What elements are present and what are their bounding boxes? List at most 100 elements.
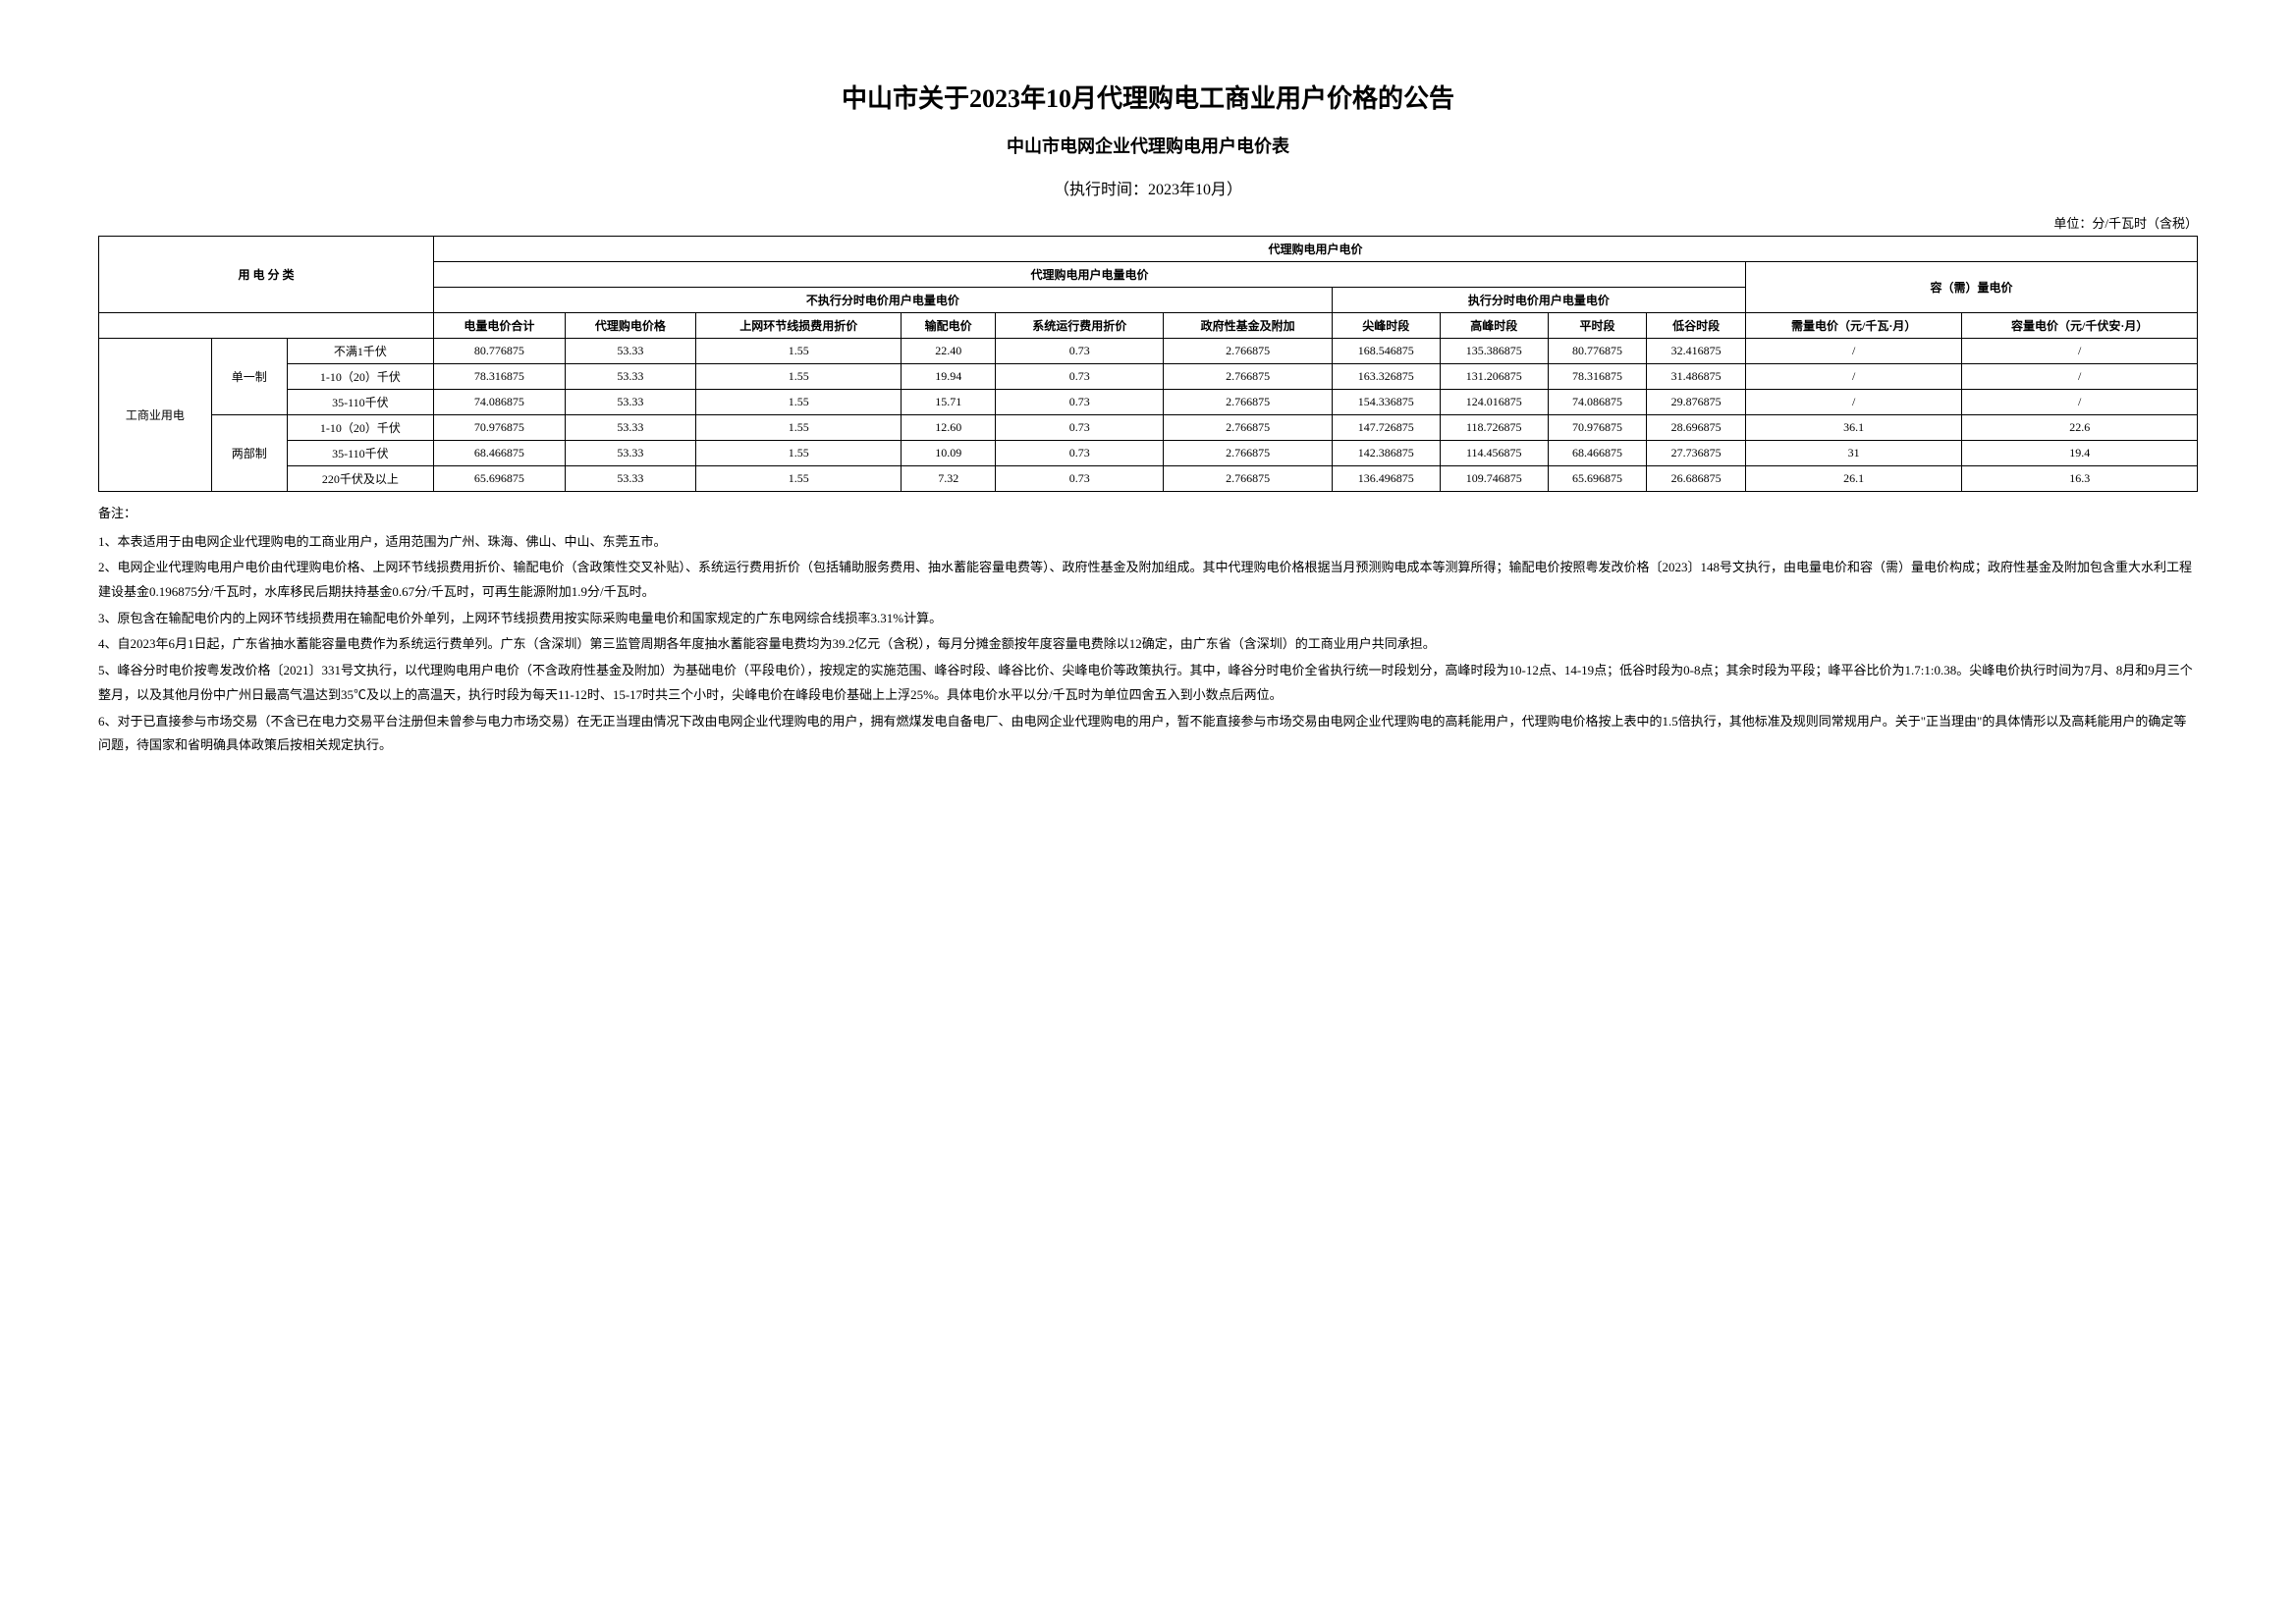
cell-cat: 35-110千伏: [287, 390, 433, 415]
cell: 1.55: [696, 390, 902, 415]
cell: 32.416875: [1647, 339, 1746, 364]
header-tou: 执行分时电价用户电量电价: [1332, 288, 1745, 313]
cell: 0.73: [996, 441, 1164, 466]
note-item: 3、原包含在输配电价内的上网环节线损费用在输配电价外单列，上网环节线损费用按实际…: [98, 607, 2198, 631]
cell: /: [1745, 364, 1962, 390]
cell: 15.71: [902, 390, 996, 415]
cell: 78.316875: [1548, 364, 1647, 390]
header-low: 低谷时段: [1647, 313, 1746, 339]
notes-section: 备注： 1、本表适用于由电网企业代理购电的工商业用户，适用范围为广州、珠海、佛山…: [98, 502, 2198, 758]
row-sub1: 单一制: [211, 339, 287, 415]
page-title: 中山市关于2023年10月代理购电工商业用户价格的公告: [98, 79, 2198, 115]
cell: 2.766875: [1164, 415, 1332, 441]
cell: 2.766875: [1164, 466, 1332, 492]
cell: /: [1962, 339, 2198, 364]
note-item: 1、本表适用于由电网企业代理购电的工商业用户，适用范围为广州、珠海、佛山、中山、…: [98, 530, 2198, 555]
cell: 16.3: [1962, 466, 2198, 492]
header-agent-price: 代理购电用户电价: [434, 237, 2198, 262]
cell: 65.696875: [434, 466, 566, 492]
header-loss: 上网环节线损费用折价: [696, 313, 902, 339]
header-capacity-price: 容（需）量电价: [1745, 262, 2197, 313]
cell: /: [1745, 339, 1962, 364]
cell: 2.766875: [1164, 364, 1332, 390]
note-item: 6、对于已直接参与市场交易（不含已在电力交易平台注册但未曾参与电力市场交易）在无…: [98, 710, 2198, 758]
header-usage-class: 用 电 分 类: [99, 237, 434, 313]
cell: 10.09: [902, 441, 996, 466]
note-item: 2、电网企业代理购电用户电价由代理购电价格、上网环节线损费用折价、输配电价（含政…: [98, 556, 2198, 604]
header-energy-price: 代理购电用户电量电价: [434, 262, 1746, 288]
header-no-tou: 不执行分时电价用户电量电价: [434, 288, 1333, 313]
header-peak: 尖峰时段: [1332, 313, 1440, 339]
cell: 80.776875: [434, 339, 566, 364]
header-flat: 平时段: [1548, 313, 1647, 339]
cell: 53.33: [565, 415, 696, 441]
cell: /: [1962, 364, 2198, 390]
row-sub2: 两部制: [211, 415, 287, 492]
cell: 31: [1745, 441, 1962, 466]
cell: 19.4: [1962, 441, 2198, 466]
cell: 70.976875: [1548, 415, 1647, 441]
cell: 135.386875: [1440, 339, 1548, 364]
header-demand: 需量电价（元/千瓦·月）: [1745, 313, 1962, 339]
cell: 124.016875: [1440, 390, 1548, 415]
cell: /: [1962, 390, 2198, 415]
header-high: 高峰时段: [1440, 313, 1548, 339]
cell: 1.55: [696, 364, 902, 390]
cell: 31.486875: [1647, 364, 1746, 390]
cell: 1.55: [696, 339, 902, 364]
cell: 65.696875: [1548, 466, 1647, 492]
page-subtitle: 中山市电网企业代理购电用户电价表: [98, 133, 2198, 158]
cell: 154.336875: [1332, 390, 1440, 415]
cell: 0.73: [996, 390, 1164, 415]
cell: 2.766875: [1164, 339, 1332, 364]
cell: 70.976875: [434, 415, 566, 441]
cell: 0.73: [996, 466, 1164, 492]
cell: 0.73: [996, 364, 1164, 390]
cell: 26.1: [1745, 466, 1962, 492]
header-gov: 政府性基金及附加: [1164, 313, 1332, 339]
table-row: 35-110千伏 68.466875 53.33 1.55 10.09 0.73…: [99, 441, 2198, 466]
cell: 53.33: [565, 466, 696, 492]
cell: 2.766875: [1164, 390, 1332, 415]
table-row: 工商业用电 单一制 不满1千伏 80.776875 53.33 1.55 22.…: [99, 339, 2198, 364]
cell: 1.55: [696, 466, 902, 492]
cell: 74.086875: [434, 390, 566, 415]
cell: 36.1: [1745, 415, 1962, 441]
table-row: 35-110千伏 74.086875 53.33 1.55 15.71 0.73…: [99, 390, 2198, 415]
row-group: 工商业用电: [99, 339, 212, 492]
execution-time: （执行时间：2023年10月）: [98, 176, 2198, 199]
header-total: 电量电价合计: [434, 313, 566, 339]
cell: 1.55: [696, 415, 902, 441]
cell: 27.736875: [1647, 441, 1746, 466]
cell: 68.466875: [1548, 441, 1647, 466]
cell-cat: 35-110千伏: [287, 441, 433, 466]
notes-label: 备注：: [98, 502, 2198, 526]
cell: 12.60: [902, 415, 996, 441]
table-row: 220千伏及以上 65.696875 53.33 1.55 7.32 0.73 …: [99, 466, 2198, 492]
cell: 74.086875: [1548, 390, 1647, 415]
cell: 53.33: [565, 390, 696, 415]
price-table: 用 电 分 类 代理购电用户电价 代理购电用户电量电价 容（需）量电价 不执行分…: [98, 236, 2198, 492]
cell: 0.73: [996, 415, 1164, 441]
header-sys: 系统运行费用折价: [996, 313, 1164, 339]
cell: 1.55: [696, 441, 902, 466]
cell-cat: 1-10（20）千伏: [287, 415, 433, 441]
header-capacity: 容量电价（元/千伏安·月）: [1962, 313, 2198, 339]
cell: 168.546875: [1332, 339, 1440, 364]
cell: 114.456875: [1440, 441, 1548, 466]
cell: 136.496875: [1332, 466, 1440, 492]
cell: 147.726875: [1332, 415, 1440, 441]
cell: 22.40: [902, 339, 996, 364]
cell: 78.316875: [434, 364, 566, 390]
cell: 131.206875: [1440, 364, 1548, 390]
header-proxy: 代理购电价格: [565, 313, 696, 339]
cell: 26.686875: [1647, 466, 1746, 492]
cell: 80.776875: [1548, 339, 1647, 364]
cell: 68.466875: [434, 441, 566, 466]
cell: 19.94: [902, 364, 996, 390]
cell: 53.33: [565, 364, 696, 390]
table-row: 1-10（20）千伏 78.316875 53.33 1.55 19.94 0.…: [99, 364, 2198, 390]
cell: 53.33: [565, 339, 696, 364]
cell: 7.32: [902, 466, 996, 492]
cell: 29.876875: [1647, 390, 1746, 415]
